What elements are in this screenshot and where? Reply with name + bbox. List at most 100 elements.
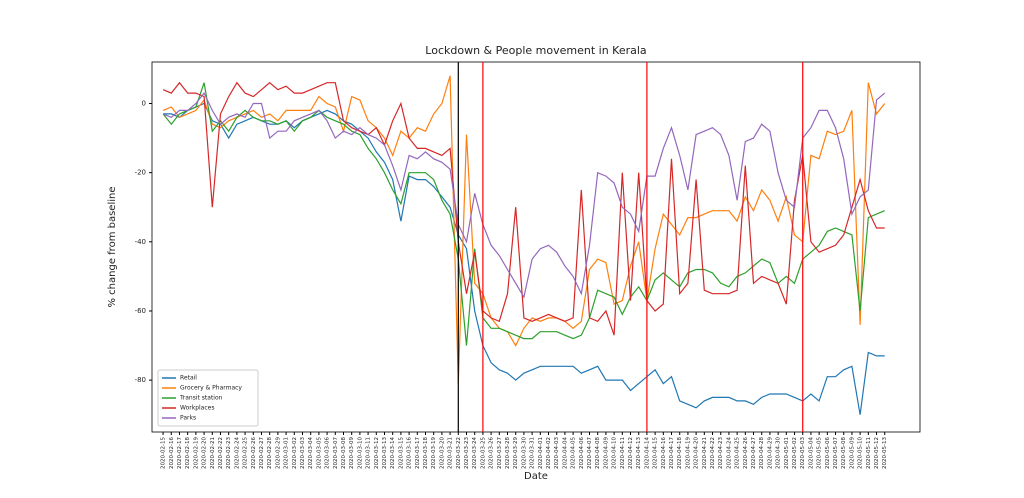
y-tick-label: -20 <box>135 169 146 177</box>
x-tick-label: 2020-03-20 <box>439 437 445 469</box>
x-tick-label: 2020-03-16 <box>407 437 413 469</box>
x-tick-label: 2020-05-09 <box>849 437 855 469</box>
x-tick-label: 2020-02-20 <box>202 437 208 469</box>
x-tick-label: 2020-04-07 <box>587 437 593 469</box>
x-tick-label: 2020-03-26 <box>489 437 495 469</box>
x-tick-label: 2020-03-03 <box>300 437 306 469</box>
x-tick-label: 2020-04-30 <box>776 437 782 469</box>
x-tick-label: 2020-05-03 <box>800 437 806 469</box>
x-tick-label: 2020-04-15 <box>653 437 659 469</box>
x-tick-label: 2020-05-02 <box>792 437 798 469</box>
x-axis-label: Date <box>524 471 548 482</box>
x-tick-label: 2020-02-16 <box>169 437 175 469</box>
x-tick-label: 2020-03-09 <box>349 437 355 469</box>
x-tick-label: 2020-05-13 <box>882 437 888 469</box>
x-tick-label: 2020-04-03 <box>554 437 560 469</box>
x-tick-label: 2020-04-04 <box>562 437 568 469</box>
x-tick-label: 2020-02-19 <box>193 437 199 469</box>
x-tick-label: 2020-02-23 <box>226 437 232 469</box>
x-tick-label: 2020-04-27 <box>751 437 757 469</box>
series-line <box>163 102 885 415</box>
x-tick-label: 2020-04-12 <box>628 437 634 469</box>
x-tick-label: 2020-03-24 <box>472 437 478 469</box>
x-tick-label: 2020-03-29 <box>513 437 519 469</box>
y-tick-label: -80 <box>135 376 146 384</box>
x-tick-label: 2020-02-24 <box>234 437 240 469</box>
chart-title: Lockdown & People movement in Kerala <box>425 44 646 57</box>
x-tick-label: 2020-03-18 <box>423 437 429 469</box>
legend-box <box>157 369 259 427</box>
x-tick-label: 2020-02-28 <box>267 437 273 469</box>
x-tick-label: 2020-03-15 <box>398 437 404 469</box>
y-tick-label: -60 <box>135 307 146 315</box>
x-tick-label: 2020-03-31 <box>530 437 536 469</box>
x-tick-label: 2020-04-23 <box>718 437 724 469</box>
x-tick-label: 2020-02-25 <box>243 437 249 469</box>
legend-label: Grocery & Pharmacy <box>180 385 242 392</box>
legend-label: Transit station <box>179 395 223 402</box>
x-tick-label: 2020-03-12 <box>374 437 380 469</box>
plot-area <box>151 61 921 433</box>
x-tick-label: 2020-03-21 <box>448 437 454 469</box>
x-tick-label: 2020-02-18 <box>185 437 191 469</box>
x-tick-label: 2020-05-08 <box>841 437 847 469</box>
x-tick-label: 2020-04-14 <box>644 437 650 469</box>
x-tick-label: 2020-04-24 <box>726 437 732 469</box>
series-line <box>162 75 886 384</box>
x-tick-label: 2020-04-08 <box>595 437 601 469</box>
x-tick-label: 2020-05-06 <box>825 437 831 469</box>
x-tick-label: 2020-04-06 <box>579 437 585 469</box>
x-tick-label: 2020-03-27 <box>497 437 503 469</box>
x-tick-label: 2020-05-07 <box>833 437 839 469</box>
series-line <box>162 91 886 299</box>
x-tick-label: 2020-03-14 <box>390 437 396 469</box>
y-tick-label: -40 <box>135 238 146 246</box>
x-tick-label: 2020-04-01 <box>538 437 544 469</box>
x-tick-label: 2020-02-15 <box>161 437 167 469</box>
x-tick-label: 2020-05-04 <box>808 437 814 469</box>
x-tick-label: 2020-03-07 <box>333 437 339 469</box>
x-tick-label: 2020-03-06 <box>325 437 331 469</box>
legend-label: Workplaces <box>180 405 214 412</box>
series-line <box>162 81 885 336</box>
x-tick-label: 2020-04-20 <box>694 437 700 469</box>
x-tick-label: 2020-05-10 <box>858 437 864 469</box>
x-tick-label: 2020-03-25 <box>480 437 486 469</box>
legend-label: Retail <box>180 375 197 382</box>
x-tick-label: 2020-03-10 <box>357 437 363 469</box>
x-tick-label: 2020-04-22 <box>710 437 716 469</box>
x-tick-label: 2020-05-11 <box>866 437 872 469</box>
x-tick-label: 2020-04-10 <box>612 437 618 469</box>
x-tick-label: 2020-03-17 <box>415 437 421 469</box>
x-tick-label: 2020-03-08 <box>341 437 347 469</box>
x-tick-label: 2020-03-01 <box>284 437 290 469</box>
x-tick-label: 2020-03-22 <box>456 437 462 469</box>
x-tick-label: 2020-04-19 <box>685 437 691 469</box>
x-tick-label: 2020-04-21 <box>702 437 708 469</box>
x-tick-label: 2020-03-04 <box>308 437 314 469</box>
x-tick-label: 2020-04-17 <box>669 437 675 469</box>
x-tick-label: 2020-03-23 <box>464 437 470 469</box>
x-tick-label: 2020-04-29 <box>767 437 773 469</box>
x-tick-label: 2020-05-01 <box>784 437 790 469</box>
x-tick-label: 2020-04-02 <box>546 437 552 469</box>
x-tick-label: 2020-04-18 <box>677 437 683 469</box>
x-tick-label: 2020-04-28 <box>759 437 765 469</box>
x-tick-label: 2020-02-17 <box>177 437 183 469</box>
x-tick-label: 2020-03-28 <box>505 437 511 469</box>
x-tick-label: 2020-03-02 <box>292 437 298 469</box>
x-tick-label: 2020-04-13 <box>636 437 642 469</box>
x-tick-label: 2020-05-05 <box>817 437 823 469</box>
x-tick-label: 2020-04-25 <box>735 437 741 469</box>
x-tick-label: 2020-02-27 <box>259 437 265 469</box>
x-tick-label: 2020-03-19 <box>431 437 437 469</box>
x-tick-label: 2020-03-11 <box>366 437 372 469</box>
legend: Retail Grocery & Pharmacy Transit station W… <box>157 369 259 427</box>
x-tick-label: 2020-02-22 <box>218 437 224 469</box>
x-tick-label: 2020-05-12 <box>874 437 880 469</box>
x-tick-label: 2020-03-13 <box>382 437 388 469</box>
x-tick-label: 2020-04-09 <box>603 437 609 469</box>
series-line <box>162 82 885 346</box>
x-tick-label: 2020-03-05 <box>316 437 322 469</box>
